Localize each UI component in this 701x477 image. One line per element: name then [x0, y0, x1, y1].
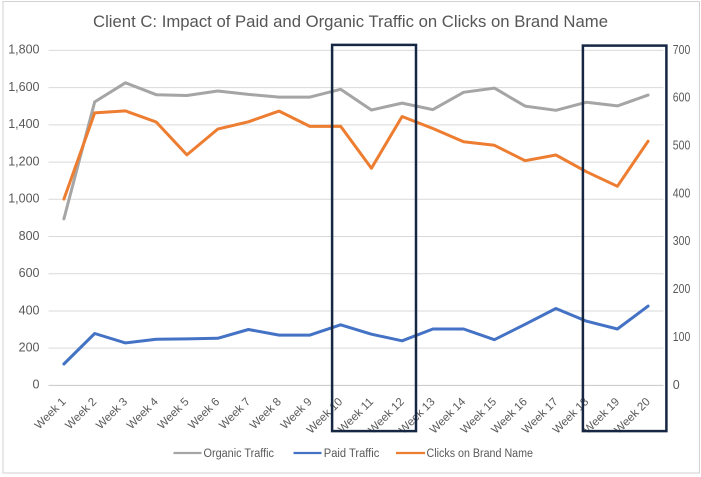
svg-text:0: 0 — [673, 378, 680, 392]
svg-text:1,000: 1,000 — [8, 192, 39, 206]
svg-text:200: 200 — [673, 282, 691, 296]
svg-text:400: 400 — [673, 186, 691, 200]
svg-text:300: 300 — [673, 234, 691, 248]
svg-text:1,800: 1,800 — [8, 43, 39, 57]
svg-text:800: 800 — [19, 229, 40, 243]
svg-text:100: 100 — [673, 330, 691, 344]
svg-text:Client C: Impact of Paid and O: Client C: Impact of Paid and Organic Tra… — [93, 12, 608, 31]
svg-text:Paid Traffic: Paid Traffic — [324, 448, 380, 460]
svg-text:200: 200 — [19, 340, 40, 354]
svg-text:600: 600 — [19, 266, 40, 280]
svg-text:600: 600 — [673, 91, 691, 105]
svg-text:Organic Traffic: Organic Traffic — [204, 448, 275, 460]
svg-text:700: 700 — [673, 43, 691, 57]
svg-text:Clicks on Brand Name: Clicks on Brand Name — [427, 448, 534, 460]
svg-text:400: 400 — [19, 303, 40, 317]
svg-text:1,200: 1,200 — [8, 154, 39, 168]
svg-text:0: 0 — [33, 378, 40, 392]
svg-text:1,400: 1,400 — [8, 117, 39, 131]
svg-text:1,600: 1,600 — [8, 80, 39, 94]
svg-text:500: 500 — [673, 139, 691, 153]
